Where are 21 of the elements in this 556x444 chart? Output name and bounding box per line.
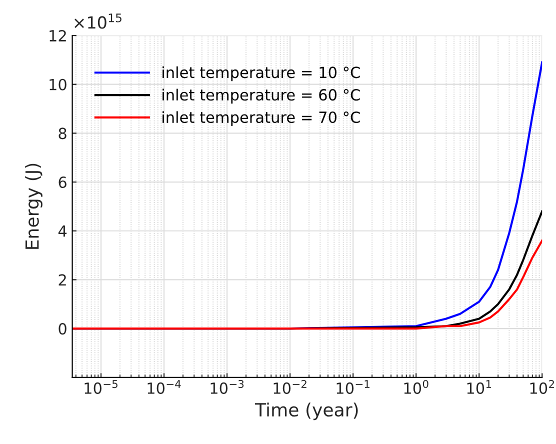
text: ×10$^{15}$: [74, 14, 122, 29]
legend-label: inlet temperature = 60 °C: [162, 88, 360, 104]
x-tick-label: 10$^{0}$: [404, 380, 428, 394]
y-axis-title: Energy (J): [24, 164, 42, 249]
y-tick-label: 12: [50, 30, 66, 42]
legend-label: inlet temperature = 10 °C: [162, 66, 360, 82]
x-tick-label: 10$^{−4}$: [148, 380, 181, 394]
x-tick-label: 10$^{−3}$: [210, 380, 244, 394]
x-tick-label: 10$^{1}$: [467, 380, 492, 394]
x-tick-label: 10$^{−5}$: [84, 380, 118, 394]
y-tick-label: 6: [58, 176, 66, 188]
y-tick-label: 10: [50, 78, 66, 90]
x-tick-label: 10$^{−1}$: [336, 380, 370, 394]
y-tick-label: 0: [58, 323, 66, 335]
legend-label: inlet temperature = 70 °C: [162, 111, 360, 126]
y-tick-label: 2: [58, 274, 66, 286]
y-tick-label: 8: [58, 128, 66, 140]
x-tick-label: 10$^{−2}$: [274, 380, 306, 394]
y-tick-label: 4: [58, 226, 67, 237]
x-axis-title: Time (year): [254, 402, 358, 420]
x-tick-label: 10$^{2}$: [530, 380, 554, 394]
